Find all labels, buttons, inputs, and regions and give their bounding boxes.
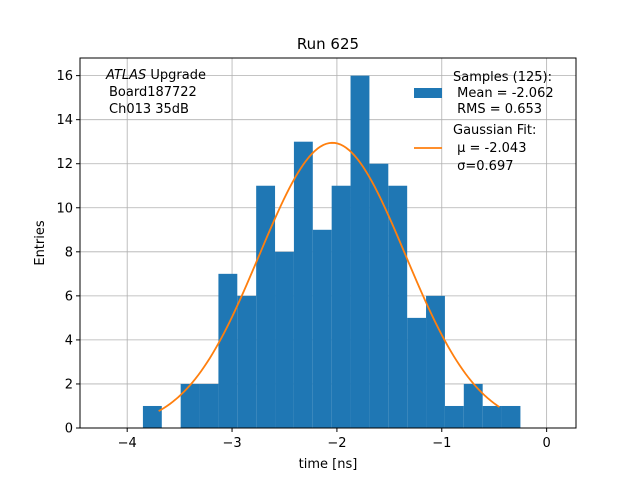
annotation-upgrade: Upgrade [146, 68, 206, 83]
annotation-line-3: Ch013 35dB [109, 102, 189, 117]
y-tick-label: 14 [56, 113, 73, 128]
histogram-bar [256, 185, 276, 428]
annotation-atlas: ATLAS [105, 68, 146, 83]
histogram-bar [199, 383, 219, 428]
x-tick-label: −3 [222, 436, 241, 451]
histogram-bar [426, 295, 445, 428]
gaussian-fit-layer [158, 141, 500, 412]
y-tick-label: 6 [65, 289, 73, 304]
annotation-block: ATLAS Upgrade Board187722 Ch013 35dB [105, 68, 206, 117]
legend-fit-line-3: σ=0.697 [453, 159, 513, 174]
x-tick-label: −2 [327, 436, 346, 451]
histogram-bar [444, 405, 464, 428]
gaussian-fit-curve [158, 141, 500, 412]
legend-fit-line-2: μ = -2.043 [453, 141, 526, 156]
legend-hist-line-2: Mean = -2.062 [453, 86, 554, 101]
histogram-bar [293, 141, 313, 428]
histogram-bar [218, 273, 238, 428]
histogram-bar [275, 251, 294, 428]
x-tick-label: 0 [542, 436, 550, 451]
histogram-bar [407, 317, 427, 428]
histogram-bar [482, 405, 502, 428]
histogram-bar [369, 163, 389, 428]
y-tick-label: 2 [65, 377, 73, 392]
histogram-bar [501, 405, 521, 428]
histogram-bar [180, 383, 200, 428]
histogram-bars [142, 75, 521, 428]
y-axis-label: Entries [33, 220, 48, 266]
x-tick-label: −4 [118, 436, 137, 451]
legend-hist-swatch [414, 88, 442, 98]
legend-fit-line-1: Gaussian Fit: [453, 123, 536, 138]
annotation-line-1: ATLAS Upgrade [105, 68, 206, 83]
y-tick-label: 8 [65, 245, 73, 260]
y-tick-label: 10 [56, 201, 73, 216]
y-axis-ticks: 0 2 4 6 8 10 12 14 16 [56, 69, 80, 437]
y-tick-label: 12 [56, 157, 73, 172]
histogram-bar [331, 185, 351, 428]
x-axis-label: time [ns] [299, 457, 358, 472]
chart-title: Run 625 [297, 35, 359, 53]
plot-frame [79, 57, 577, 429]
histogram-bar [312, 229, 332, 428]
legend: Samples (125): Mean = -2.062 RMS = 0.653… [414, 70, 554, 174]
y-tick-label: 16 [56, 69, 73, 84]
y-tick-label: 0 [65, 422, 73, 437]
histogram-bar [142, 405, 162, 428]
x-axis-ticks: −4 −3 −2 −1 0 [118, 428, 551, 451]
histogram-bar [237, 295, 257, 428]
legend-hist-line-3: RMS = 0.653 [453, 102, 542, 117]
histogram-bar [350, 75, 370, 428]
histogram-bar [463, 383, 483, 428]
legend-hist-line-1: Samples (125): [453, 70, 552, 85]
x-tick-label: −1 [432, 436, 451, 451]
y-tick-label: 4 [65, 333, 73, 348]
annotation-line-2: Board187722 [109, 85, 197, 100]
